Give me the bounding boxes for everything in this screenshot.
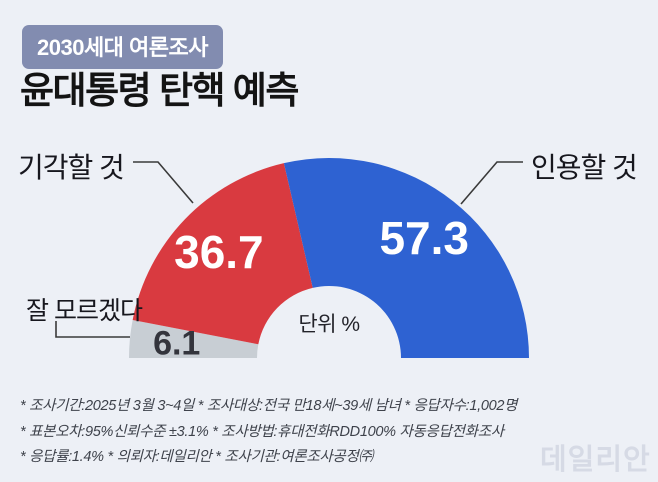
footnote-line-2: * 표본오차:95%신뢰수준 ±3.1% * 조사방법:휴대전화RDD100% … <box>20 423 504 440</box>
leader-lines <box>55 161 523 338</box>
poll-badge: 2030세대 여론조사 <box>22 25 223 69</box>
footnote-line-3: * 응답률:1.4% * 의뢰자:데일리안 * 조사기관:여론조사공정㈜ <box>20 449 373 465</box>
segment-value-label: 6.1 <box>153 324 200 362</box>
donut-segment <box>132 163 313 345</box>
label-uphold: 인용할 것 <box>531 152 638 183</box>
leader-line-dontknow <box>55 321 130 338</box>
segment-value-label: 36.7 <box>174 226 264 278</box>
donut-segment <box>129 319 259 358</box>
footnote-line-1: * 조사기간:2025년 3월 3~4일 * 조사대상:전국 만18세~39세 … <box>20 398 518 414</box>
leader-line-reject <box>133 161 194 204</box>
donut-segment <box>283 158 529 358</box>
watermark-logo: 데일리안 <box>540 444 651 476</box>
footnotes: * 조사기간:2025년 3월 3~4일 * 조사대상:전국 만18세~39세 … <box>20 394 518 471</box>
donut-segments <box>129 158 529 358</box>
label-reject: 기각할 것 <box>18 152 125 183</box>
page-title: 윤대통령 탄핵 예측 <box>20 70 299 111</box>
leader-line-uphold <box>460 161 523 205</box>
unit-label: 단위 % <box>298 313 360 336</box>
segment-value-label: 57.3 <box>379 212 469 264</box>
label-dontknow: 잘 모르겠다 <box>26 297 143 325</box>
poll-badge-label: 2030세대 여론조사 <box>37 35 209 60</box>
donut-value-labels: 6.1 36.7 57.3 <box>153 212 469 362</box>
